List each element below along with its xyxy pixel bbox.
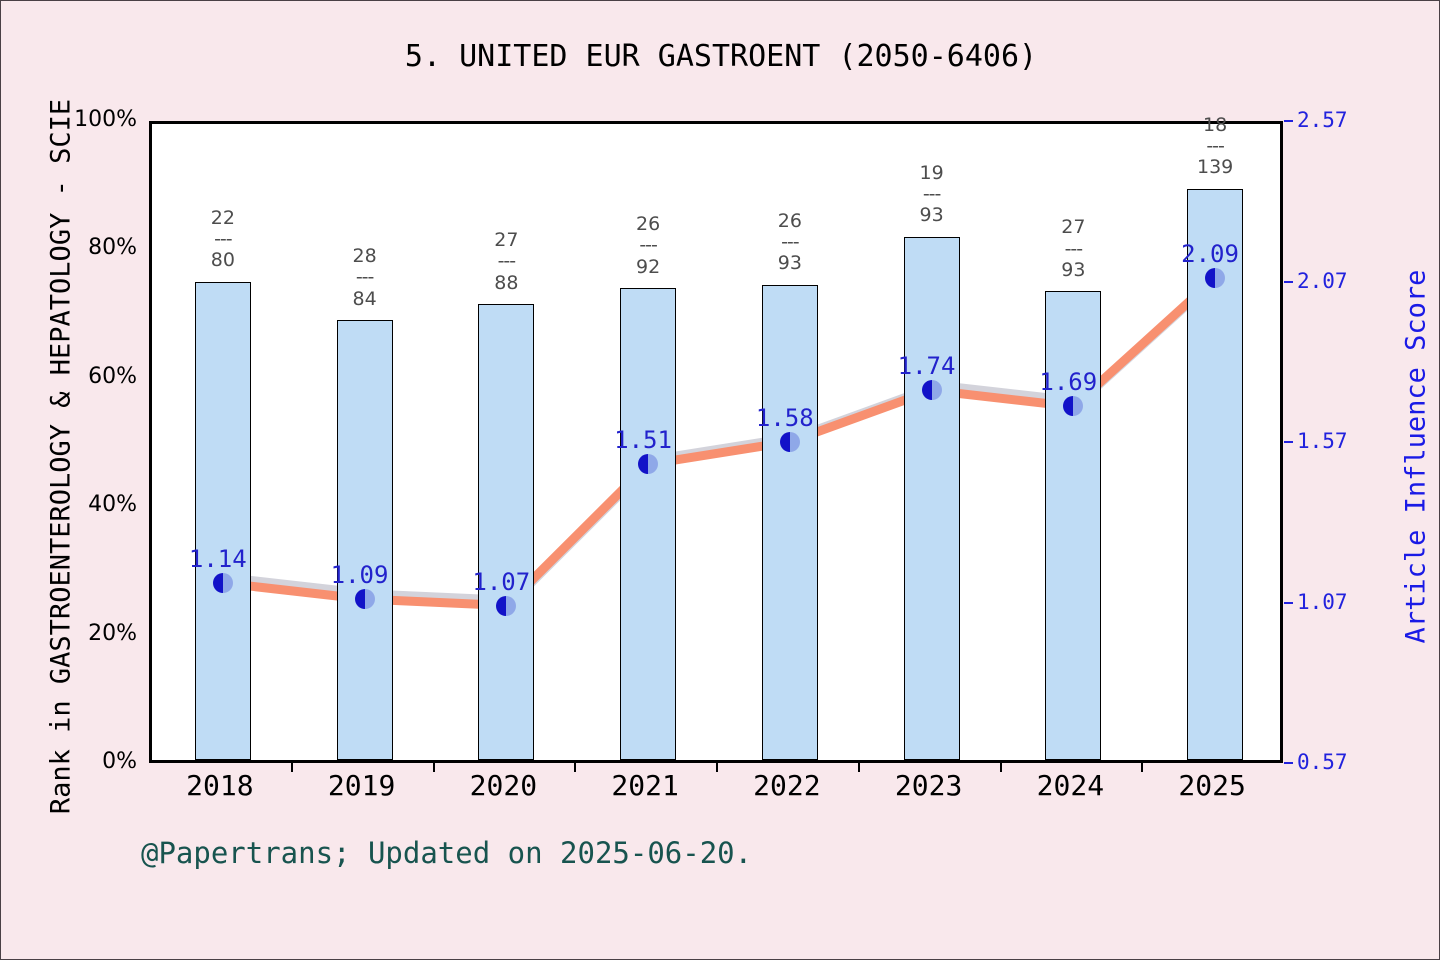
- x-tick-2022: 2022: [753, 769, 821, 802]
- x-tick-mark: [716, 763, 718, 772]
- x-tick-mark: [432, 763, 435, 772]
- x-tick-mark: [1141, 763, 1144, 772]
- data-point-marker-2018: [212, 573, 233, 594]
- data-point-marker-2019: [354, 589, 375, 610]
- data-point-marker-2025: [1205, 268, 1226, 289]
- x-tick-2019: 2019: [327, 769, 396, 802]
- data-point-marker-2022: [779, 431, 800, 452]
- x-tick-2018: 2018: [186, 769, 254, 802]
- data-point-marker-2024: [1063, 396, 1084, 417]
- bar-2022: [761, 284, 818, 760]
- right-tick-mark: [1284, 280, 1293, 283]
- right-tick-2.07: 2.07: [1297, 268, 1348, 293]
- bar-2021: [620, 288, 677, 760]
- footer-note: @Papertrans; Updated on 2025-06-20.: [141, 836, 753, 870]
- plot-area: 22 --- 80 28 --- 84 27 --- 88 26 --- 92 26 --- 93 19 ---…: [149, 114, 1283, 763]
- right-tick-mark: [1284, 762, 1293, 764]
- right-tick-mark: [1284, 601, 1293, 604]
- x-tick-2023: 2023: [894, 769, 963, 802]
- right-tick-mark: [1284, 120, 1293, 122]
- right-tick-2.57: 2.57: [1297, 108, 1348, 132]
- x-tick-2021: 2021: [611, 769, 679, 802]
- chart-title: 5. UNITED EUR GASTROENT (2050-6406): [404, 39, 1038, 74]
- left-tick-60: 60%: [88, 363, 137, 389]
- bar-2019: [336, 320, 393, 760]
- data-point-marker-2020: [496, 595, 517, 616]
- right-axis-title: Article Influence Score: [1400, 269, 1432, 644]
- left-tick-100: 100%: [74, 107, 137, 132]
- left-axis-title: Rank in GASTROENTEROLOGY & HEPATOLOGY - …: [45, 98, 77, 815]
- plot-inner: 22 --- 80 28 --- 84 27 --- 88 26 --- 92 26 --- 93 19 ---…: [152, 114, 1280, 760]
- left-tick-40: 40%: [88, 492, 137, 518]
- bar-2020: [478, 304, 535, 760]
- data-point-marker-2023: [921, 380, 942, 401]
- bar-2018: [194, 281, 251, 760]
- x-tick-mark: [857, 763, 860, 772]
- left-tick-80: 80%: [88, 235, 137, 261]
- bar-2024: [1045, 291, 1102, 760]
- x-tick-mark: [999, 763, 1002, 772]
- right-tick-mark: [1284, 441, 1293, 443]
- x-tick-mark: [574, 763, 577, 772]
- x-tick-2020: 2020: [469, 769, 538, 802]
- x-tick-2025: 2025: [1178, 769, 1246, 802]
- x-tick-mark: [290, 763, 293, 772]
- bar-2023: [903, 236, 960, 760]
- right-tick-1.57: 1.57: [1297, 429, 1348, 453]
- left-tick-0: 0%: [102, 749, 137, 774]
- right-tick-0.57: 0.57: [1297, 750, 1348, 774]
- left-tick-20: 20%: [88, 620, 137, 646]
- x-tick-2024: 2024: [1036, 769, 1105, 802]
- right-tick-1.07: 1.07: [1297, 589, 1348, 614]
- line-series-layer: [218, 268, 1227, 610]
- data-point-marker-2021: [638, 454, 659, 475]
